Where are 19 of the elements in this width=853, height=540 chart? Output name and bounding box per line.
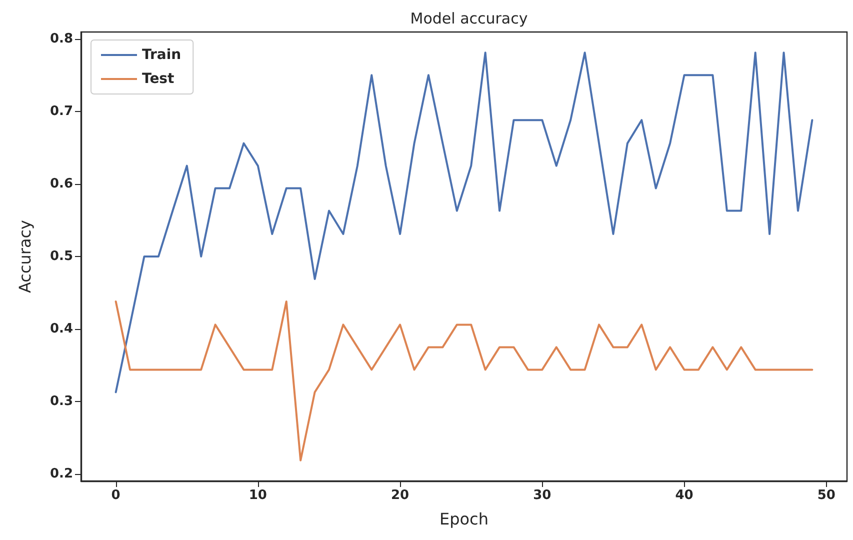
y-axis-title: Accuracy xyxy=(16,220,34,294)
legend-label: Test xyxy=(142,71,175,87)
x-tick-label: 10 xyxy=(248,488,267,503)
y-tick-label: 0.3 xyxy=(50,394,73,410)
y-tick-label: 0.4 xyxy=(50,322,73,337)
y-tick-label: 0.8 xyxy=(50,31,73,46)
x-tick-label: 30 xyxy=(533,488,552,503)
x-tick-label: 20 xyxy=(391,488,410,503)
line-series xyxy=(114,300,814,462)
y-tick-label: 0.5 xyxy=(50,249,73,264)
x-tick-label: 40 xyxy=(675,488,694,503)
x-tick-label: 0 xyxy=(111,488,120,503)
y-tick-label: 0.7 xyxy=(50,104,73,119)
y-tick-label: 0.2 xyxy=(50,466,73,482)
chart-title: Model accuracy xyxy=(410,10,528,28)
x-axis-title: Epoch xyxy=(440,510,488,528)
x-tick-label: 50 xyxy=(817,488,836,503)
legend-label: Train xyxy=(142,47,182,63)
y-tick-label: 0.6 xyxy=(50,176,73,192)
